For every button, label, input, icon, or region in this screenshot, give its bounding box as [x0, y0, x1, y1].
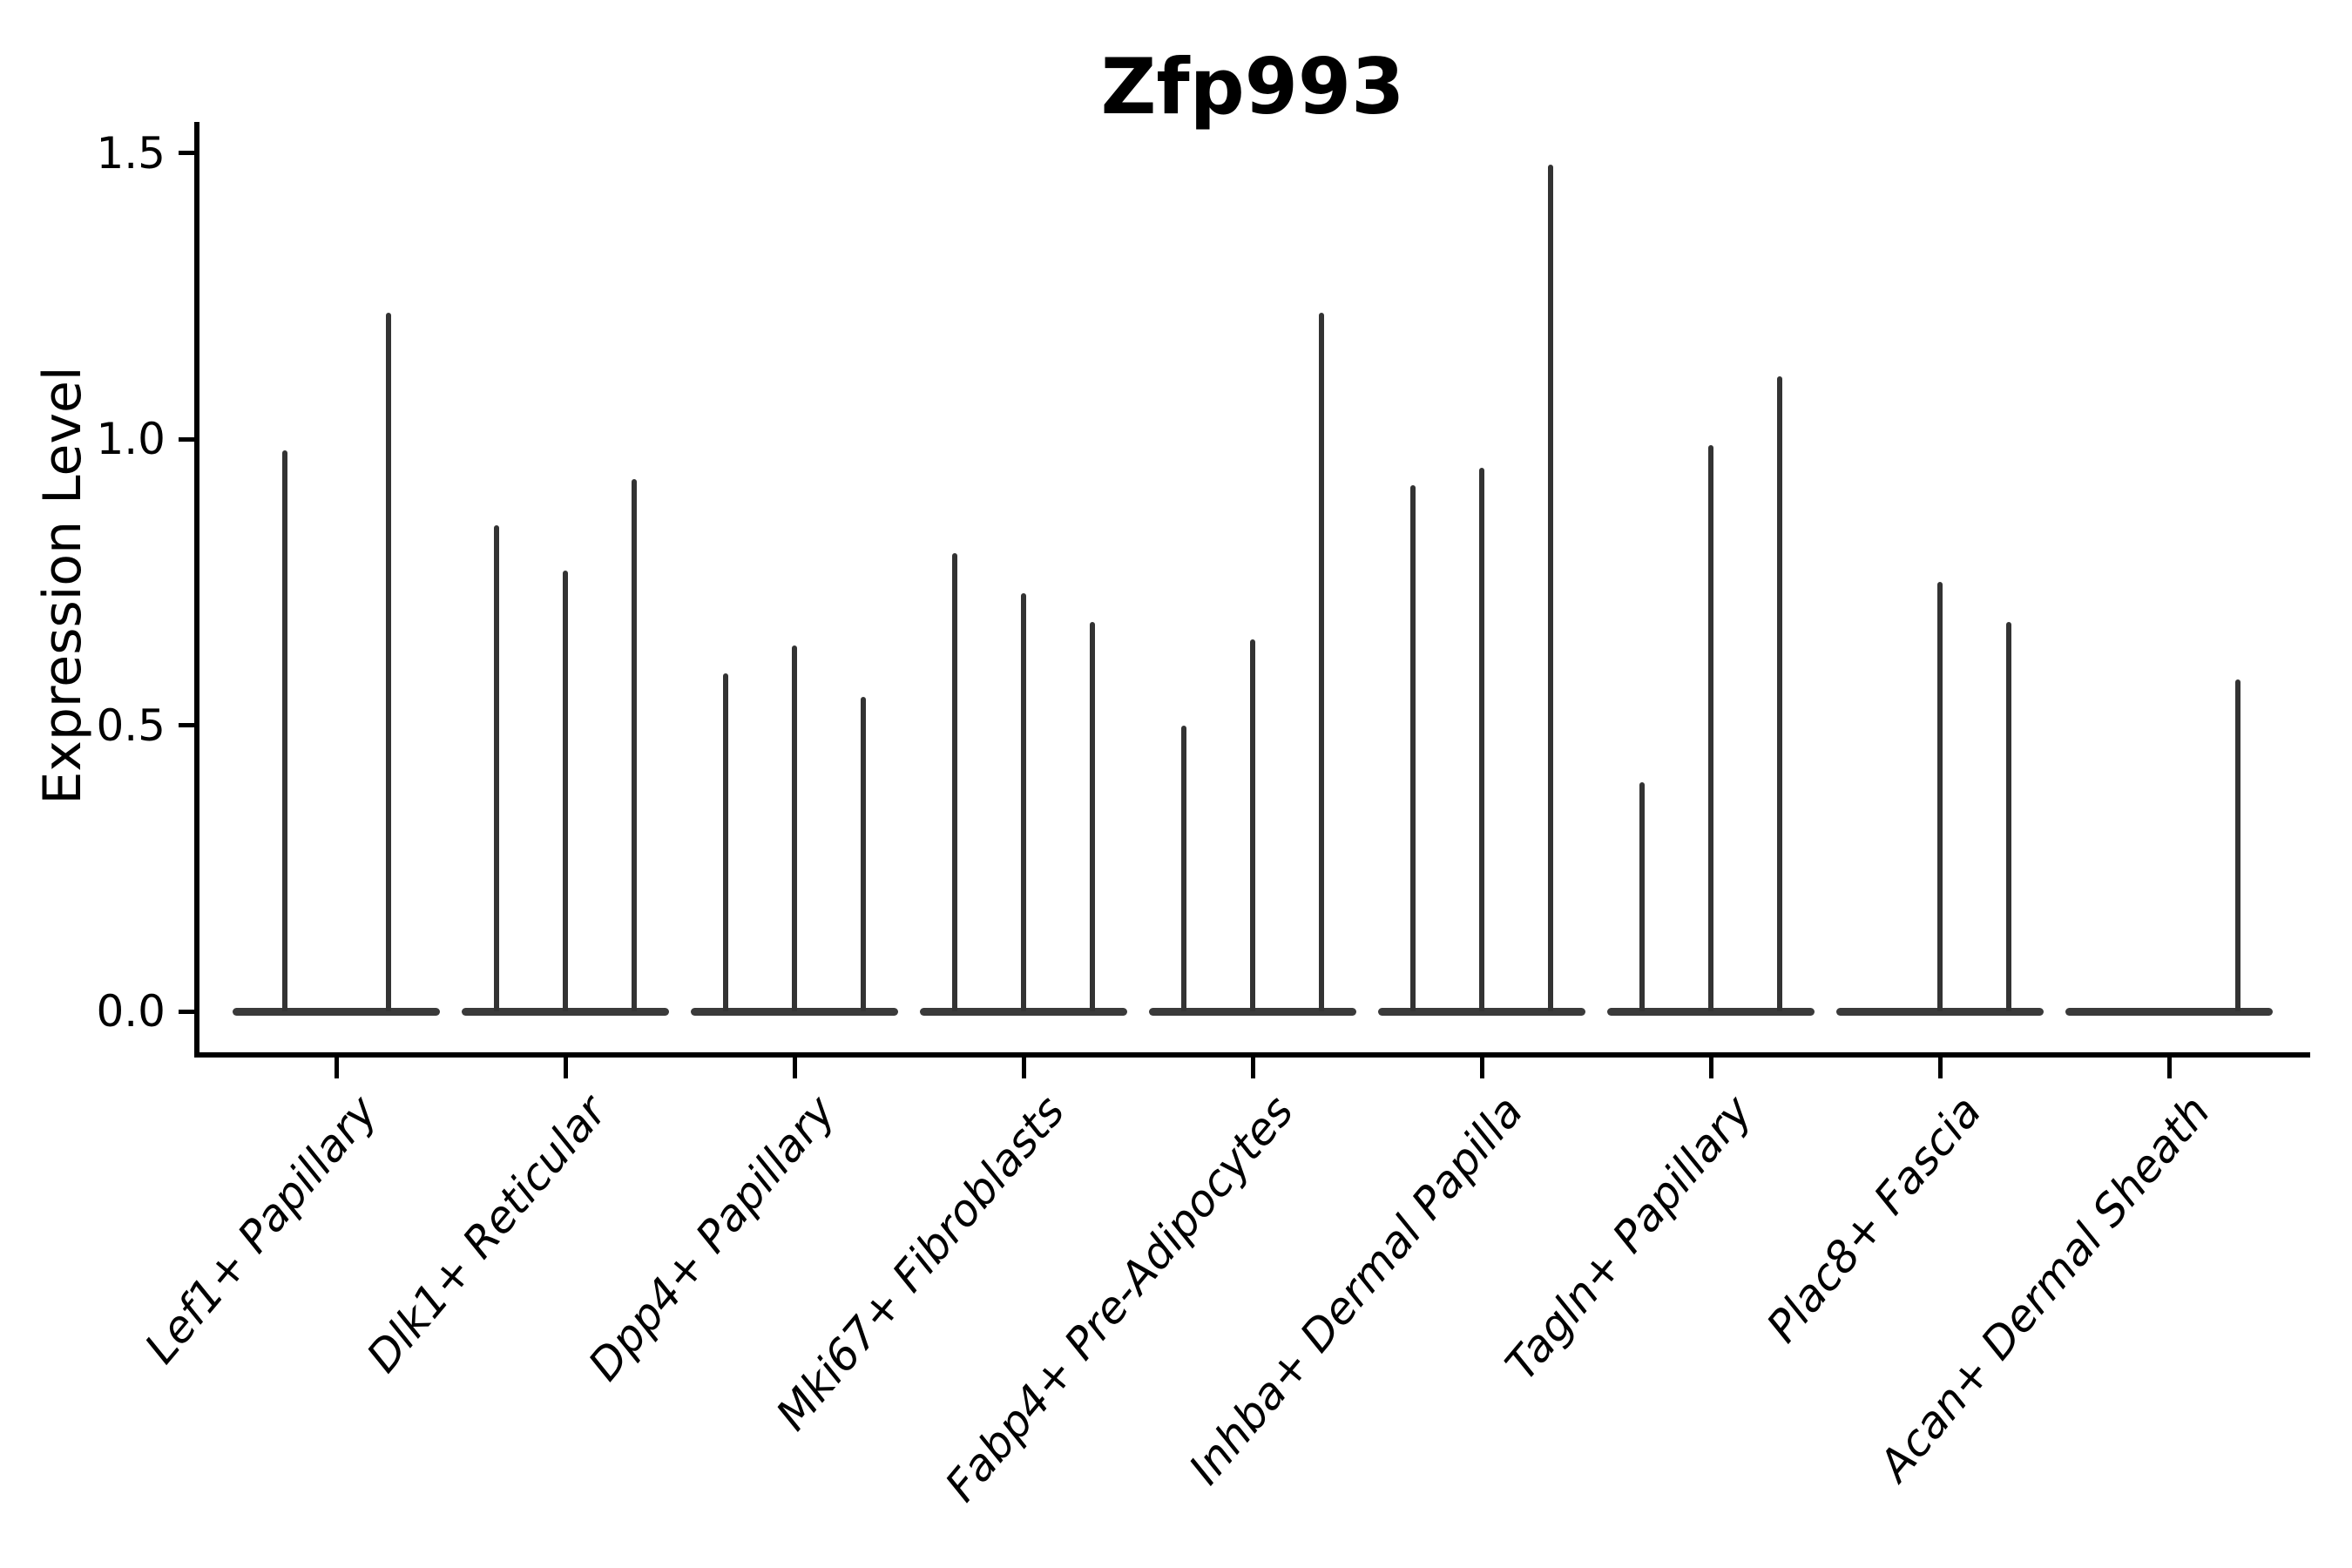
x-tick-label: Plac8+ Fascia [1756, 1086, 1991, 1352]
violin-base [1607, 1007, 1815, 1016]
axis-spine-bottom [194, 1052, 2310, 1058]
violin-base [462, 1007, 669, 1016]
x-tick-mark [1250, 1058, 1255, 1078]
y-tick-label: 1.5 [96, 127, 166, 179]
axis-spine-left [194, 122, 199, 1058]
y-tick-mark [179, 723, 194, 727]
violin-spike [1021, 593, 1026, 1011]
violin-spike [632, 478, 638, 1011]
violin-spike [1639, 782, 1645, 1011]
violin-spike [1409, 484, 1416, 1011]
violin-spike [1479, 467, 1484, 1011]
x-tick-mark [792, 1058, 797, 1078]
y-tick-mark [179, 151, 194, 155]
violin-spike [1937, 582, 1943, 1011]
violin-spike [385, 313, 391, 1011]
violin-spike [1090, 622, 1096, 1011]
violin-spike [722, 673, 728, 1011]
x-tick-label: Lef1+ Papillary [135, 1086, 388, 1374]
x-tick-mark [2166, 1058, 2172, 1078]
x-tick-mark [334, 1058, 339, 1078]
violin-spike [281, 450, 287, 1011]
y-tick-label: 0.5 [96, 700, 166, 751]
x-tick-mark [1937, 1058, 1943, 1078]
violin-spike [493, 524, 499, 1011]
x-tick-label: Tagln+ Papillary [1496, 1086, 1762, 1390]
violin-spike [2235, 679, 2241, 1011]
violin-spike [1777, 375, 1783, 1011]
x-tick-mark [1479, 1058, 1484, 1078]
violin-spike [792, 645, 797, 1011]
x-tick-label: Dlk1+ Reticular [356, 1086, 617, 1382]
violin-base [1836, 1007, 2044, 1016]
violin-spike [1319, 313, 1325, 1011]
violin-spike [1180, 725, 1186, 1011]
y-tick-label: 1.0 [96, 414, 166, 464]
x-tick-label: Dpp4+ Papillary [578, 1086, 846, 1390]
x-tick-mark [1708, 1058, 1713, 1078]
violin-base [233, 1007, 440, 1016]
violin-base [2065, 1007, 2273, 1016]
violin-base [1378, 1007, 1585, 1016]
chart-title: Zfp993 [1100, 42, 1405, 132]
violin-spike [861, 696, 867, 1011]
x-tick-mark [563, 1058, 568, 1078]
violin-spike [563, 571, 568, 1011]
y-tick-mark [179, 1009, 194, 1014]
violin-base [1149, 1007, 1356, 1016]
x-tick-mark [1021, 1058, 1026, 1078]
violin-base [920, 1007, 1127, 1016]
violin-spike [1708, 444, 1713, 1011]
violin-spike [951, 553, 957, 1011]
violin-spike [1548, 164, 1554, 1011]
y-tick-label: 0.0 [96, 986, 166, 1037]
violin-base [691, 1007, 898, 1016]
y-tick-mark [179, 436, 194, 442]
violin-spike [1250, 639, 1255, 1011]
violin-spike [2006, 622, 2012, 1011]
